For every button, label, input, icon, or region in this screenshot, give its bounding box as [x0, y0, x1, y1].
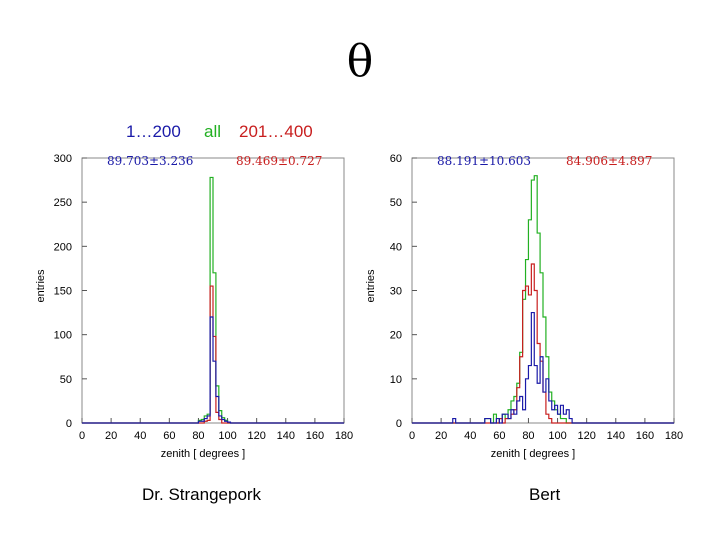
x-tick-label: 60 — [493, 430, 505, 442]
y-tick-label: 300 — [54, 153, 72, 165]
x-tick-label: 20 — [435, 430, 447, 442]
x-tick-label: 140 — [607, 430, 625, 442]
y-tick-label: 10 — [390, 374, 402, 386]
y-tick-label: 40 — [390, 241, 402, 253]
x-tick-label: 0 — [409, 430, 415, 442]
legend-all: all — [204, 122, 221, 142]
y-tick-label: 150 — [54, 286, 72, 298]
x-tick-label: 100 — [548, 430, 566, 442]
x-axis-label: zenith [ degrees ] — [161, 448, 245, 460]
histogram-series-range-1 — [82, 316, 344, 424]
x-tick-label: 160 — [636, 430, 654, 442]
y-axis-label: entries — [35, 269, 47, 303]
stat-range-1: 89.703±3.236 — [107, 154, 193, 168]
stat-range-2: 84.906±4.897 — [566, 154, 652, 168]
stat-range-2: 89.469±0.727 — [236, 154, 322, 168]
x-tick-label: 120 — [247, 430, 265, 442]
x-tick-label: 80 — [522, 430, 534, 442]
x-tick-label: 160 — [306, 430, 324, 442]
x-tick-label: 0 — [79, 430, 85, 442]
histogram-left-group: 0 50 100 150 200 250 300 0 20 40 60 80 100 120 140 160 1… — [35, 153, 353, 460]
y-tick-label: 0 — [396, 418, 402, 430]
x-tick-label: 180 — [335, 430, 353, 442]
legend-range-2: 201…400 — [239, 122, 313, 142]
x-tick-label: 40 — [134, 430, 146, 442]
x-tick-label: 180 — [665, 430, 683, 442]
y-tick-label: 60 — [390, 153, 402, 165]
caption-left: Dr. Strangepork — [142, 485, 262, 504]
legend-label-range-2: 201…400 — [239, 122, 313, 141]
legend-label-range-1: 1…200 — [126, 122, 181, 141]
slide-title: θ — [346, 36, 374, 87]
histogram-series-range-1 — [412, 311, 674, 424]
y-axis-label: entries — [365, 269, 377, 303]
y-tick-label: 200 — [54, 241, 72, 253]
x-tick-label: 100 — [218, 430, 236, 442]
y-tick-label: 250 — [54, 197, 72, 209]
y-tick-label: 30 — [390, 286, 402, 298]
histogram-right-group: 0 10 20 30 40 50 60 0 20 40 60 80 100 120 140 160 180 zen… — [365, 153, 683, 460]
x-axis-label: zenith [ degrees ] — [491, 448, 575, 460]
stat-range-1: 88.191±10.603 — [437, 154, 531, 168]
legend-range-1: 1…200 — [126, 122, 181, 142]
x-tick-label: 120 — [577, 430, 595, 442]
y-tick-label: 50 — [60, 374, 72, 386]
y-tick-label: 100 — [54, 330, 72, 342]
x-tick-label: 140 — [277, 430, 295, 442]
x-tick-label: 80 — [192, 430, 204, 442]
y-tick-label: 0 — [66, 418, 72, 430]
x-tick-label: 20 — [105, 430, 117, 442]
y-tick-label: 50 — [390, 197, 402, 209]
legend-label-all: all — [204, 122, 222, 141]
x-tick-label: 60 — [163, 430, 175, 442]
y-tick-label: 20 — [390, 330, 402, 342]
x-tick-label: 40 — [464, 430, 476, 442]
caption-right: Bert — [529, 485, 561, 504]
